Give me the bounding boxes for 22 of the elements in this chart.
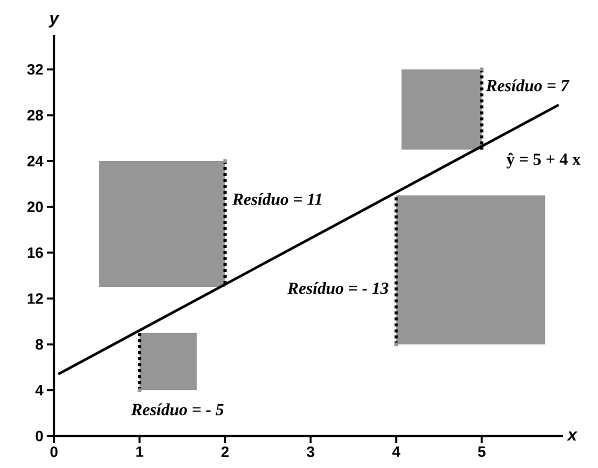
annotation: Resíduo = 7	[486, 79, 570, 92]
annotation: Resíduo = 11	[232, 193, 322, 206]
y-tick-label: 12	[28, 293, 43, 304]
annotation: Resíduo = - 5	[131, 403, 224, 416]
y-tick-label: 32	[27, 64, 43, 75]
x-tick-label: 3	[306, 446, 314, 458]
y-tick-label: 16	[28, 247, 43, 258]
y-tick-label: 8	[36, 339, 44, 350]
x-axis-title: x	[566, 432, 578, 440]
y-axis-title: y	[48, 15, 60, 28]
annotation: ŷ = 5 + 4 x	[506, 152, 581, 168]
x-tick-label: 1	[136, 446, 144, 457]
x-tick-label: 0	[50, 446, 58, 458]
x-tick-label: 2	[221, 446, 229, 457]
y-tick-label: 0	[36, 430, 43, 442]
y-tick-label: 4	[35, 385, 44, 396]
y-tick-label: 20	[27, 202, 43, 212]
annotation: Resíduo = - 13	[287, 282, 388, 294]
x-tick-label: 5	[478, 446, 486, 457]
y-tick-label: 28	[27, 110, 44, 120]
y-tick-label: 24	[27, 156, 44, 166]
x-tick-label: 4	[392, 446, 400, 457]
